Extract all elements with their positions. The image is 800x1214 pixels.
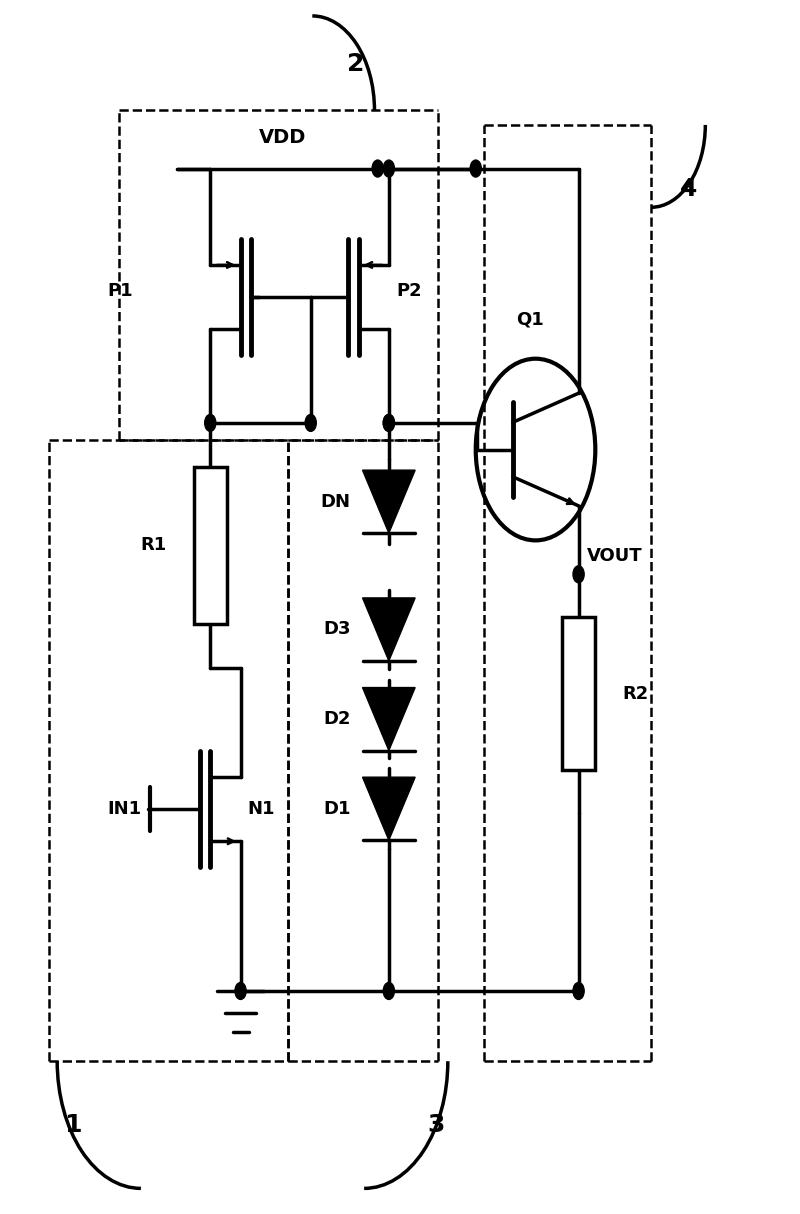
Text: IN1: IN1 <box>107 800 142 818</box>
Circle shape <box>573 982 584 999</box>
Text: 4: 4 <box>680 177 698 202</box>
Text: Q1: Q1 <box>516 311 543 329</box>
Polygon shape <box>362 599 415 660</box>
Circle shape <box>573 566 584 583</box>
Text: 2: 2 <box>347 52 365 76</box>
Text: D1: D1 <box>323 800 350 818</box>
Text: 3: 3 <box>427 1113 445 1138</box>
Circle shape <box>470 160 482 177</box>
Text: N1: N1 <box>247 800 274 818</box>
Text: P1: P1 <box>107 282 133 300</box>
Circle shape <box>383 414 394 431</box>
Text: P2: P2 <box>397 282 422 300</box>
Polygon shape <box>362 470 415 533</box>
Text: R1: R1 <box>140 537 166 555</box>
Circle shape <box>383 414 394 431</box>
Circle shape <box>205 414 216 431</box>
Circle shape <box>235 982 246 999</box>
Text: R2: R2 <box>622 685 649 703</box>
Text: DN: DN <box>321 493 350 511</box>
Text: D2: D2 <box>323 710 350 728</box>
Bar <box>194 467 227 624</box>
Text: VOUT: VOUT <box>586 546 642 565</box>
Bar <box>562 617 595 770</box>
Polygon shape <box>362 687 415 750</box>
Text: D3: D3 <box>323 620 350 639</box>
Text: VDD: VDD <box>259 127 306 147</box>
Circle shape <box>383 160 394 177</box>
Text: 1: 1 <box>64 1113 82 1138</box>
Circle shape <box>372 160 383 177</box>
Circle shape <box>383 982 394 999</box>
Circle shape <box>305 414 316 431</box>
Polygon shape <box>362 777 415 840</box>
